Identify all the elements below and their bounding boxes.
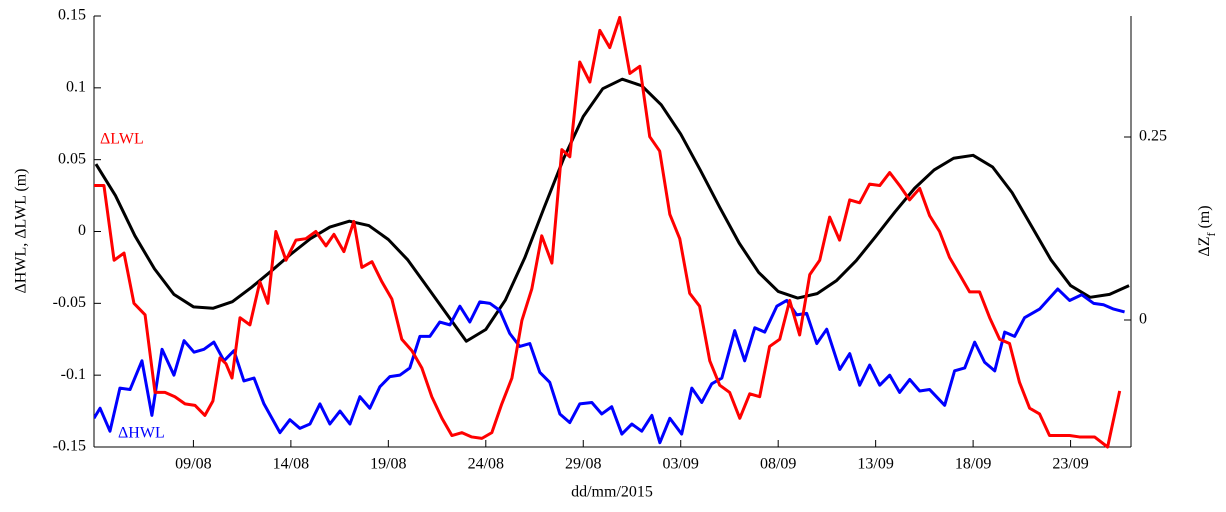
y2-tick-label: 0 (1139, 311, 1147, 328)
y-tick-label: -0.05 (53, 294, 86, 311)
y-tick-label: -0.1 (61, 366, 86, 383)
series-label: ΔHWL (118, 425, 165, 442)
x-tick-label: 19/08 (370, 456, 406, 473)
x-tick-label: 13/09 (857, 456, 893, 473)
x-tick-label: 14/08 (273, 456, 309, 473)
x-tick-label: 23/09 (1052, 456, 1088, 473)
x-tick-label: 09/08 (175, 456, 211, 473)
x-tick-label: 03/09 (662, 456, 698, 473)
x-tick-label: 18/09 (955, 456, 991, 473)
y2-axis-title: ΔZf (m) (1196, 205, 1218, 256)
x-tick-label: 29/08 (565, 456, 601, 473)
y-tick-label: -0.15 (53, 438, 86, 455)
series-line (94, 15, 1122, 449)
x-axis-title: dd/mm/2015 (571, 484, 653, 501)
y2-title-unit: (m) (1196, 205, 1213, 232)
y-axis-title: ΔHWL, ΔLWL (m) (13, 169, 30, 294)
y2-title-main: ΔZ (1196, 237, 1213, 257)
y-tick-label: 0.05 (58, 150, 86, 167)
y2-tick-label: 0.25 (1139, 128, 1167, 145)
x-tick-label: 24/08 (468, 456, 504, 473)
y-tick-label: 0 (78, 222, 86, 239)
series-line (94, 77, 1130, 343)
y-tick-label: 0.1 (66, 79, 86, 96)
y-tick-label: 0.15 (58, 7, 86, 24)
y2-title-sub: f (1204, 233, 1218, 237)
series-label: ΔLWL (100, 131, 144, 148)
x-tick-label: 08/09 (760, 456, 796, 473)
series-line (94, 287, 1125, 445)
